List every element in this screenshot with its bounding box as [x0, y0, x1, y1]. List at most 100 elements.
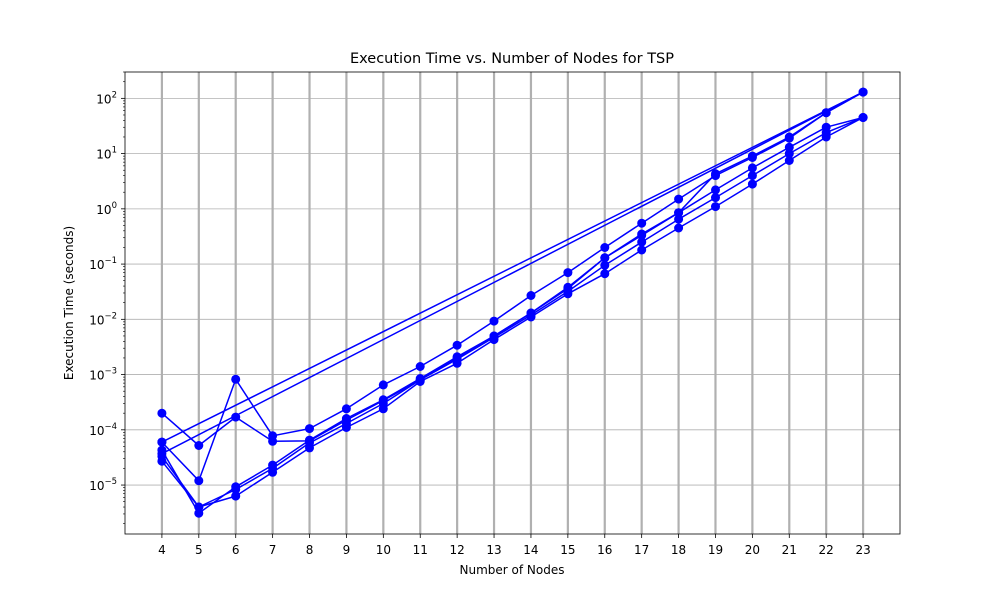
data-point — [747, 179, 757, 189]
data-point — [194, 441, 204, 450]
data-point — [452, 353, 462, 363]
x-tick-label: 6 — [232, 543, 240, 557]
x-tick-label: 18 — [671, 543, 686, 557]
data-point — [194, 476, 204, 486]
data-point — [563, 282, 573, 292]
data-point — [858, 113, 868, 122]
x-tick-label: 17 — [634, 543, 649, 557]
data-point — [600, 253, 610, 263]
data-point — [231, 485, 241, 494]
axes-frame — [124, 71, 901, 535]
data-point — [821, 108, 831, 118]
data-point — [489, 331, 499, 341]
y-tick-label: 10−3 — [89, 367, 117, 383]
data-point — [674, 223, 684, 233]
data-point — [600, 243, 610, 252]
data-point — [268, 463, 278, 473]
data-point — [711, 193, 720, 203]
data-point — [378, 396, 388, 405]
y-tick-label: 10−1 — [89, 256, 117, 272]
x-tick-label: 23 — [855, 543, 870, 557]
data-point — [711, 202, 720, 212]
data-point — [378, 380, 388, 390]
data-point — [747, 163, 757, 173]
data-point — [305, 424, 314, 434]
data-point — [711, 169, 720, 179]
data-point — [231, 374, 241, 384]
x-axis-label: Number of Nodes — [460, 563, 565, 577]
data-point — [452, 340, 462, 350]
x-tick-label: 10 — [376, 543, 391, 557]
series-line-1 — [161, 116, 864, 514]
data-point — [637, 237, 647, 247]
x-tick-label: 16 — [597, 543, 612, 557]
data-point — [674, 214, 684, 224]
x-tick-label: 20 — [745, 543, 760, 557]
data-point — [305, 436, 314, 446]
series-line-4 — [161, 91, 864, 482]
y-axis-ticks: 10−5 10−4 10−3 10−2 10−1 100 101 102 — [89, 71, 125, 524]
x-tick-label: 9 — [343, 543, 351, 557]
data-point — [747, 171, 757, 181]
data-point — [194, 508, 204, 518]
data-point — [600, 269, 610, 279]
series-line-2 — [161, 116, 864, 508]
data-point — [637, 218, 647, 228]
data-point — [747, 151, 757, 161]
x-tick-label: 22 — [819, 543, 834, 557]
data-point — [637, 230, 647, 240]
data-point — [157, 449, 167, 459]
x-tick-label: 4 — [158, 543, 166, 557]
series-line-3 — [161, 116, 864, 508]
x-tick-label: 5 — [195, 543, 203, 557]
series-line-5 — [161, 91, 864, 455]
y-tick-label: 10−2 — [89, 311, 117, 327]
data-point — [563, 268, 573, 278]
data-point — [157, 408, 167, 418]
data-points — [157, 87, 868, 518]
data-point — [600, 260, 610, 270]
x-tick-label: 8 — [306, 543, 314, 557]
y-tick-label: 100 — [96, 201, 117, 217]
x-tick-label: 14 — [523, 543, 538, 557]
x-tick-label: 21 — [782, 543, 797, 557]
data-point — [231, 491, 241, 501]
data-point — [194, 502, 204, 512]
data-point — [157, 437, 167, 447]
data-point — [526, 291, 536, 300]
y-tick-label: 10−4 — [89, 422, 117, 438]
data-point — [341, 415, 351, 425]
data-point — [268, 436, 278, 446]
data-point — [674, 208, 684, 218]
series-lines — [161, 91, 864, 514]
x-tick-label: 13 — [486, 543, 501, 557]
data-point — [231, 412, 241, 422]
x-tick-label: 11 — [413, 543, 428, 557]
data-point — [821, 128, 831, 138]
data-point — [784, 149, 794, 159]
grid — [125, 72, 900, 534]
x-tick-label: 12 — [450, 543, 465, 557]
y-tick-label: 102 — [96, 90, 117, 106]
x-tick-label: 19 — [708, 543, 723, 557]
x-tick-label: 15 — [560, 543, 575, 557]
data-point — [784, 156, 794, 165]
data-point — [415, 362, 425, 371]
x-tick-label: 7 — [269, 543, 277, 557]
data-point — [341, 404, 351, 414]
y-axis-label: Execution Time (seconds) — [62, 226, 76, 380]
data-point — [858, 87, 868, 97]
data-point — [711, 185, 720, 195]
data-point — [415, 375, 425, 385]
data-point — [637, 245, 647, 255]
x-axis-ticks: 4 5 6 7 8 9 10 11 12 13 14 15 16 17 18 19 20 21 22 23 — [158, 534, 871, 557]
chart-title: Execution Time vs. Number of Nodes for T… — [350, 51, 674, 67]
data-point — [784, 142, 794, 152]
y-tick-label: 10−5 — [89, 477, 117, 493]
data-point — [784, 132, 794, 142]
data-point — [489, 316, 499, 326]
y-tick-label: 101 — [96, 146, 117, 162]
data-point — [526, 308, 536, 318]
